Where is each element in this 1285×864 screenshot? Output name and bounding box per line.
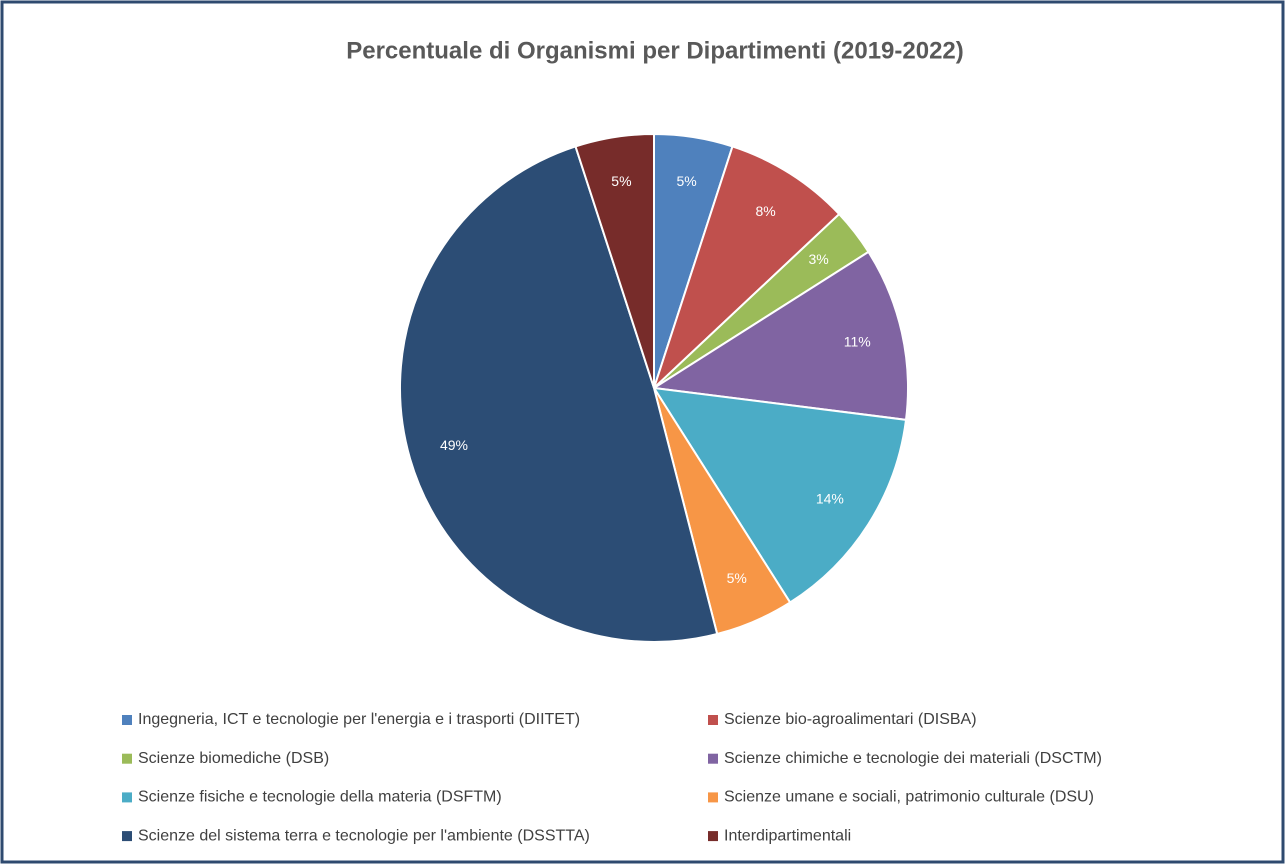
legend-label: Scienze del sistema terra e tecnologie p…	[138, 827, 590, 844]
data-label: 14%	[816, 490, 844, 506]
legend-label: Scienze umane e sociali, patrimonio cult…	[724, 789, 1094, 806]
legend-label: Ingegneria, ICT e tecnologie per l'energ…	[138, 711, 580, 728]
chart-title: Percentuale di Organismi per Dipartiment…	[346, 37, 964, 64]
data-label: 5%	[676, 173, 696, 189]
legend-swatch	[708, 715, 718, 725]
pie-slice	[653, 145, 841, 389]
pie-slice	[399, 145, 719, 643]
legend-label: Scienze chimiche e tecnologie dei materi…	[724, 750, 1102, 767]
data-label: 3%	[808, 251, 828, 267]
data-label: 5%	[611, 173, 631, 189]
pie-slice	[651, 250, 909, 421]
legend-swatch	[122, 792, 132, 803]
legend-swatch	[708, 831, 718, 842]
data-label: 5%	[727, 570, 747, 586]
legend-label: Interdipartimentali	[724, 827, 851, 844]
data-label: 49%	[440, 437, 468, 453]
legend-swatch	[122, 753, 132, 764]
legend-label: Scienze bio-agroalimentari (DISBA)	[724, 711, 977, 728]
pie-slice	[652, 386, 908, 604]
legend-swatch	[708, 753, 718, 764]
legend-label: Scienze fisiche e tecnologie della mater…	[138, 789, 502, 806]
legend-swatch	[122, 831, 132, 842]
data-label: 8%	[755, 203, 775, 219]
pie-slice	[574, 132, 655, 389]
data-label: 11%	[844, 333, 871, 349]
legend-label: Scienze biomediche (DSB)	[138, 750, 329, 767]
legend-swatch	[708, 792, 718, 803]
legend-swatch	[122, 715, 132, 725]
